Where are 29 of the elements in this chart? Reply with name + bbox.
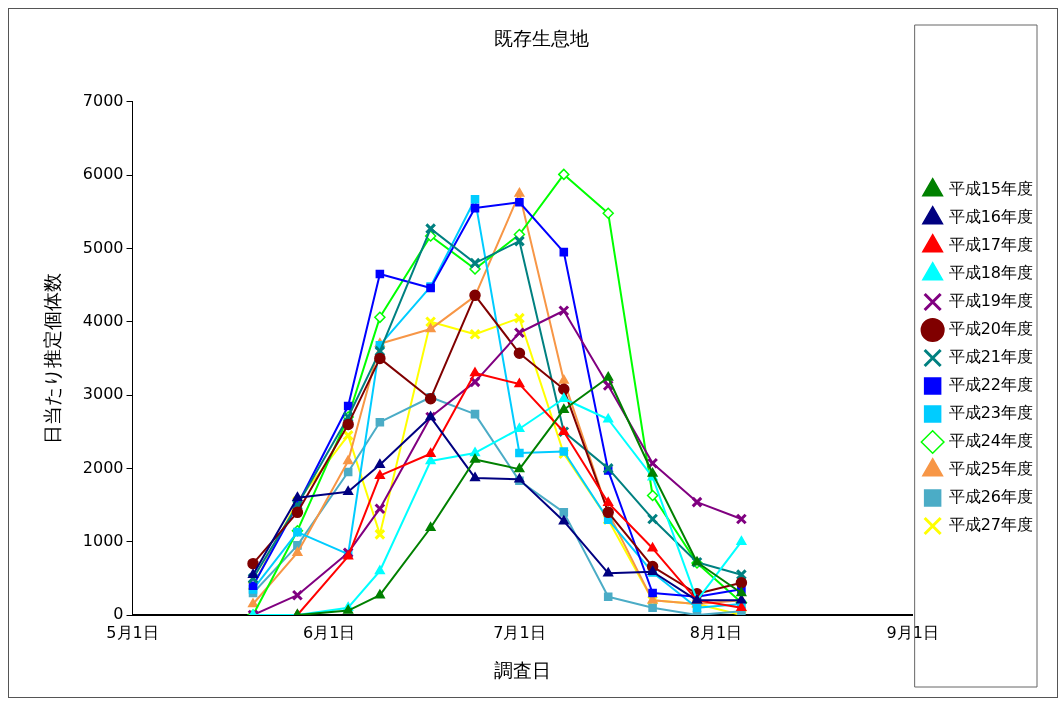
legend-label: 平成15年度 xyxy=(948,179,1033,199)
x-tick-label: 6月1日 xyxy=(302,622,356,642)
x-tick-label: 5月1日 xyxy=(106,622,159,642)
y-tick-label: 7000 xyxy=(82,90,124,110)
legend-label: 平成24年度 xyxy=(948,431,1033,451)
legend-label: 平成18年度 xyxy=(948,263,1033,283)
legend-label: 平成25年度 xyxy=(948,459,1033,479)
x-tick-label: 9月1日 xyxy=(886,622,939,642)
legend-label: 平成17年度 xyxy=(948,235,1033,255)
y-tick-label: 6000 xyxy=(82,164,124,184)
x-axis-title: 調査日 xyxy=(494,658,552,681)
y-tick-label: 1000 xyxy=(82,530,124,550)
y-tick-label: 0 xyxy=(113,604,124,624)
y-axis-title: 日当たり推定個体数 xyxy=(41,272,64,444)
chart-title: 既存生息地 xyxy=(493,27,589,50)
legend-label: 平成22年度 xyxy=(948,375,1033,395)
x-tick-label: 7月1日 xyxy=(493,622,546,642)
legend-label: 平成21年度 xyxy=(948,347,1033,367)
y-tick-label: 4000 xyxy=(82,310,124,330)
legend-label: 平成20年度 xyxy=(948,319,1033,339)
legend-label: 平成19年度 xyxy=(948,291,1033,311)
legend-label: 平成16年度 xyxy=(948,207,1033,227)
x-tick-label: 8月1日 xyxy=(689,622,743,642)
legend-label: 平成26年度 xyxy=(948,487,1033,507)
y-tick-label: 3000 xyxy=(82,384,124,404)
legend-label: 平成23年度 xyxy=(948,403,1033,423)
legend-label: 平成27年度 xyxy=(948,515,1033,535)
y-tick-label: 5000 xyxy=(82,237,124,257)
y-tick-label: 2000 xyxy=(82,457,124,477)
